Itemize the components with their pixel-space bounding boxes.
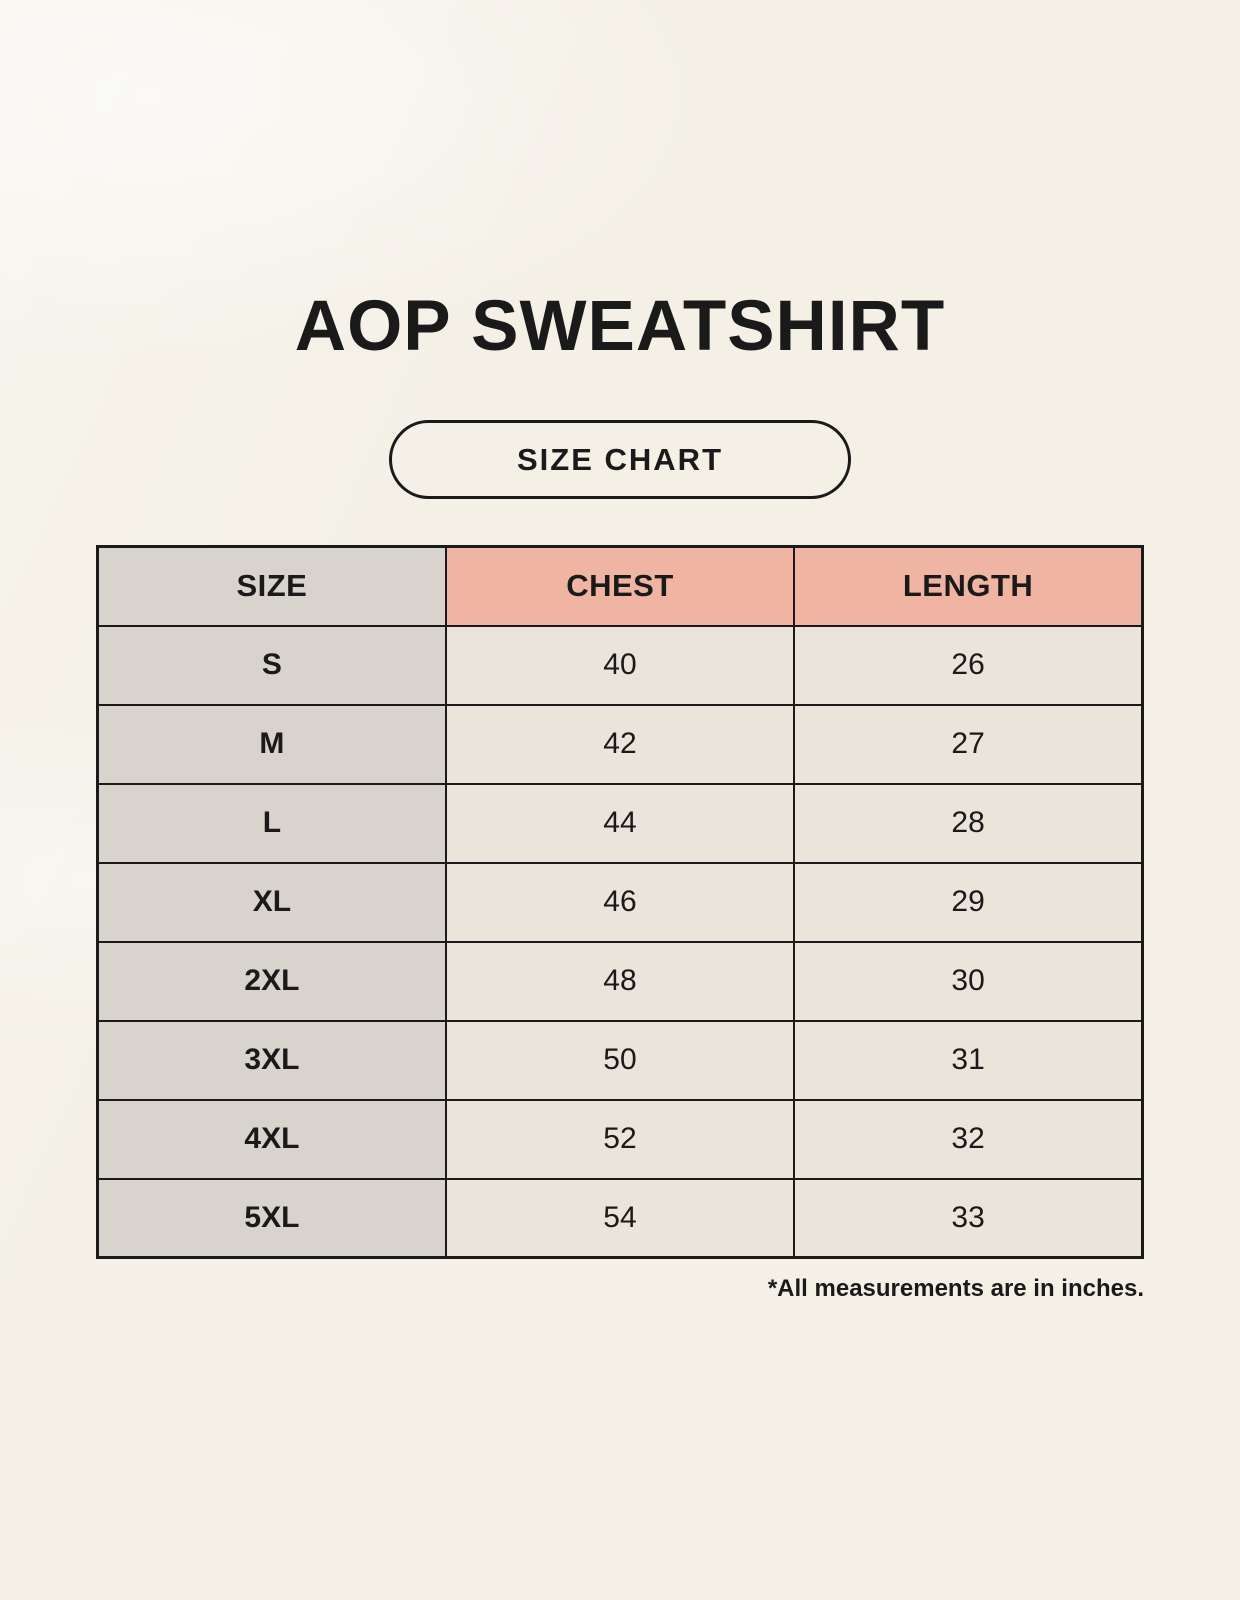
length-cell: 29 — [793, 861, 1144, 943]
length-cell: 28 — [793, 782, 1144, 864]
table-row: L 44 28 — [96, 782, 1144, 864]
size-chart-badge-wrap: SIZE CHART — [0, 420, 1240, 499]
measurement-footnote: *All measurements are in inches. — [767, 1275, 1144, 1302]
size-table-wrap: SIZE CHEST LENGTH S 40 26 M 42 27 L 44 28 XL 46 29 2XL… — [96, 545, 1144, 1259]
length-cell: 30 — [793, 940, 1144, 1022]
size-cell: S — [96, 624, 447, 706]
length-cell: 32 — [793, 1098, 1144, 1180]
column-header-length: LENGTH — [793, 545, 1144, 627]
size-table-body: S 40 26 M 42 27 L 44 28 XL 46 29 2XL 48 30 3XL 50 31 4XL 52… — [96, 624, 1144, 1259]
size-chart-badge: SIZE CHART — [389, 420, 851, 499]
chest-cell: 42 — [444, 703, 796, 785]
length-cell: 27 — [793, 703, 1144, 785]
chest-cell: 46 — [444, 861, 796, 943]
size-cell: XL — [96, 861, 447, 943]
chest-cell: 48 — [444, 940, 796, 1022]
size-chart-badge-label: SIZE CHART — [517, 441, 723, 477]
size-cell: L — [96, 782, 447, 864]
chest-cell: 54 — [444, 1177, 796, 1259]
table-row: S 40 26 — [96, 624, 1144, 706]
size-cell: 5XL — [96, 1177, 447, 1259]
table-row: 3XL 50 31 — [96, 1019, 1144, 1101]
length-cell: 33 — [793, 1177, 1144, 1259]
table-row: XL 46 29 — [96, 861, 1144, 943]
chest-cell: 44 — [444, 782, 796, 864]
length-cell: 26 — [793, 624, 1144, 706]
size-cell: 3XL — [96, 1019, 447, 1101]
size-cell: 4XL — [96, 1098, 447, 1180]
column-header-size: SIZE — [96, 545, 447, 627]
size-table-header-row: SIZE CHEST LENGTH — [96, 545, 1144, 627]
size-cell: 2XL — [96, 940, 447, 1022]
page-title: AOP SWEATSHIRT — [294, 287, 946, 366]
size-table: SIZE CHEST LENGTH S 40 26 M 42 27 L 44 28 XL 46 29 2XL… — [96, 545, 1144, 1259]
chest-cell: 50 — [444, 1019, 796, 1101]
table-row: 5XL 54 33 — [96, 1177, 1144, 1259]
table-row: 4XL 52 32 — [96, 1098, 1144, 1180]
chest-cell: 52 — [444, 1098, 796, 1180]
column-header-chest: CHEST — [444, 545, 796, 627]
length-cell: 31 — [793, 1019, 1144, 1101]
table-row: M 42 27 — [96, 703, 1144, 785]
chest-cell: 40 — [444, 624, 796, 706]
table-row: 2XL 48 30 — [96, 940, 1144, 1022]
size-cell: M — [96, 703, 447, 785]
